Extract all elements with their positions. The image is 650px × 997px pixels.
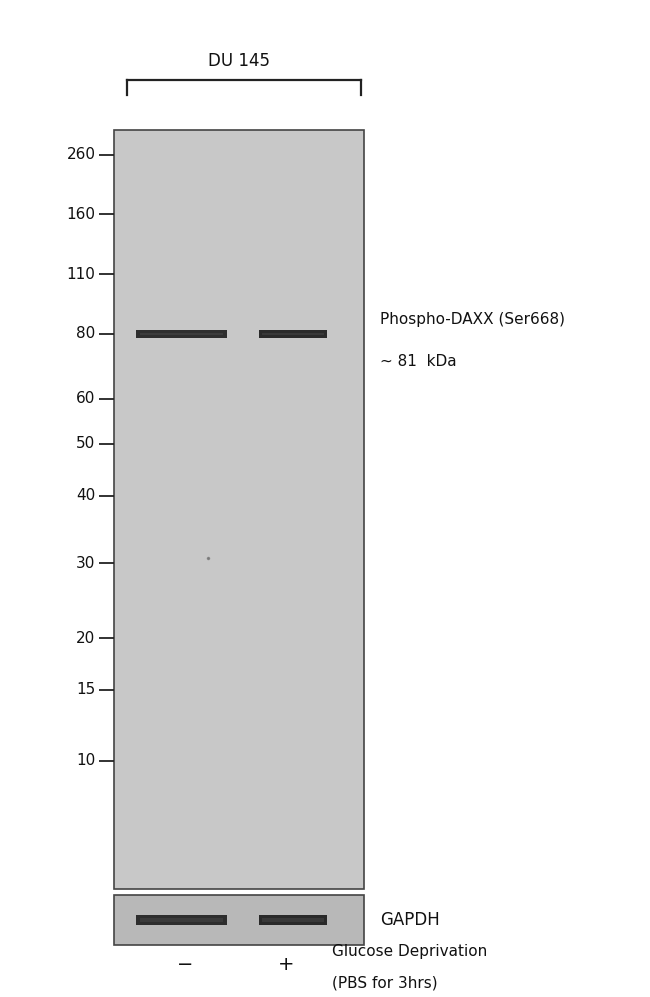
Text: 60: 60 [76, 391, 96, 407]
Bar [140, 918, 224, 922]
Text: DU 145: DU 145 [208, 52, 270, 70]
Bar [136, 915, 227, 925]
Text: GAPDH: GAPDH [380, 911, 440, 929]
Bar [114, 895, 364, 945]
Bar [114, 130, 364, 889]
Bar [259, 915, 328, 925]
Text: −: − [177, 954, 194, 974]
Bar [263, 918, 324, 922]
Text: 30: 30 [76, 555, 96, 571]
Text: ~ 81  kDa: ~ 81 kDa [380, 354, 457, 369]
Text: 40: 40 [76, 488, 96, 503]
Text: Glucose Deprivation: Glucose Deprivation [332, 944, 487, 959]
Text: 10: 10 [76, 753, 96, 769]
Text: +: + [278, 954, 294, 974]
Text: 15: 15 [76, 682, 96, 698]
Bar [136, 330, 227, 338]
Text: 50: 50 [76, 436, 96, 452]
Text: 110: 110 [67, 266, 96, 282]
Text: Phospho-DAXX (Ser668): Phospho-DAXX (Ser668) [380, 312, 566, 327]
Text: 160: 160 [66, 206, 96, 222]
Text: (PBS for 3hrs): (PBS for 3hrs) [332, 975, 437, 990]
Text: 80: 80 [76, 326, 96, 342]
Bar [263, 333, 324, 335]
Bar [140, 333, 224, 335]
Bar [259, 330, 328, 338]
Text: 260: 260 [66, 147, 96, 163]
Text: 20: 20 [76, 630, 96, 646]
